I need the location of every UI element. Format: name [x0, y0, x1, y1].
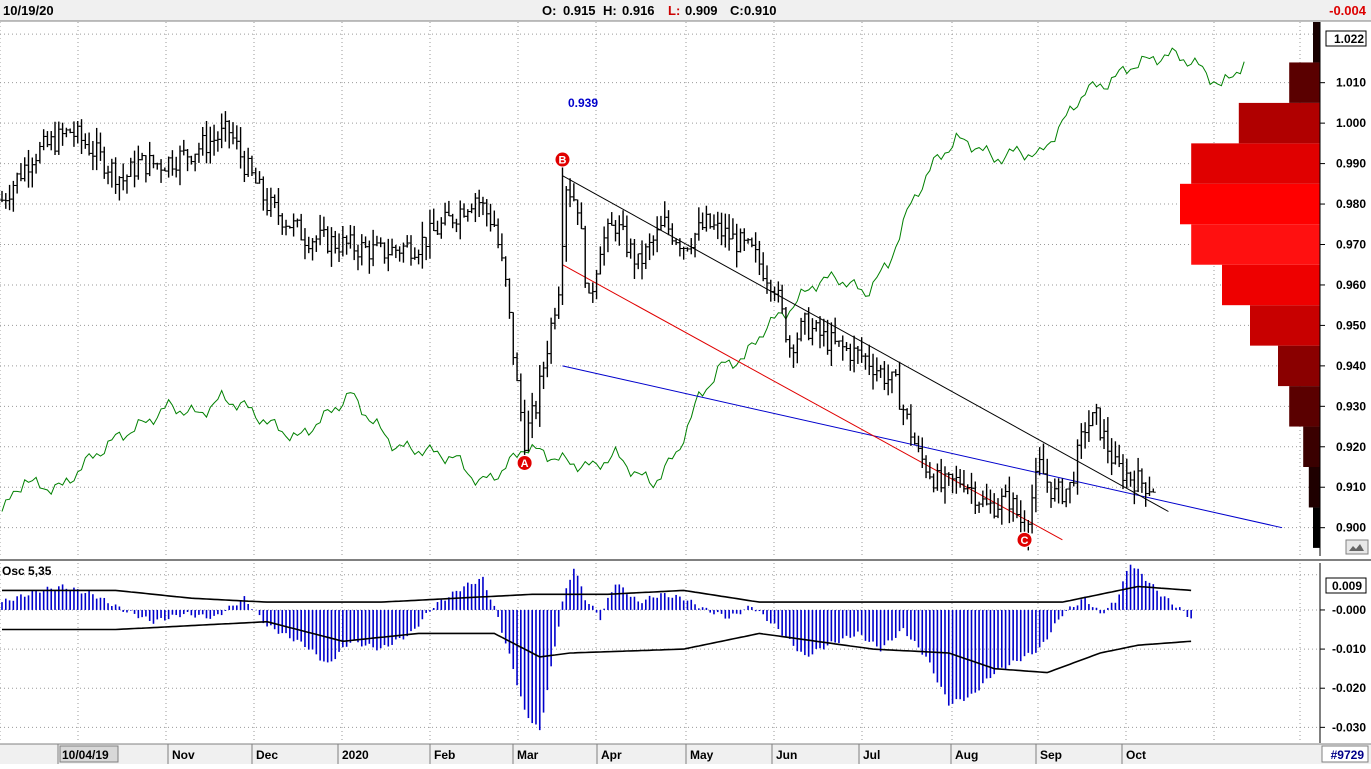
point-marker-label: A	[521, 458, 529, 470]
price-tick-label: 0.950	[1336, 318, 1366, 332]
volume-profile-bar	[1289, 386, 1320, 427]
price-bars	[0, 111, 1156, 551]
price-tick-label: 0.970	[1336, 238, 1366, 252]
green-line-group	[1, 47, 1245, 512]
volume-profile-bar	[1180, 183, 1320, 225]
oscillator-lines	[2, 585, 1192, 674]
volume-profile-bar	[1313, 507, 1320, 548]
low-value: 0.909	[685, 3, 718, 18]
close-value: 0.910	[744, 3, 777, 18]
time-axis-label: Oct	[1126, 748, 1146, 762]
oscillator-histogram	[1, 564, 1192, 731]
price-tick-label: 0.960	[1336, 278, 1366, 292]
point-marker-label: C	[1021, 535, 1029, 547]
close-label: C:	[730, 3, 744, 18]
volume-profile-bar	[1278, 345, 1320, 387]
price-pane	[0, 22, 1320, 556]
time-axis-label: 2020	[342, 748, 369, 762]
osc-tick-label: -0.010	[1332, 642, 1366, 656]
symbol-code-box	[1321, 745, 1369, 763]
time-axis-label: Dec	[256, 748, 278, 762]
volume-profile	[1180, 22, 1320, 548]
point-marker-a: A	[516, 454, 533, 471]
osc-tick-label: -0.030	[1332, 720, 1366, 734]
price-tick-label: 0.930	[1336, 399, 1366, 413]
volume-profile-bar	[1191, 143, 1320, 184]
channel-line-black	[562, 175, 1169, 512]
osc-signal-line	[2, 585, 1192, 603]
header-bar	[0, 0, 1371, 21]
volume-profile-bar	[1191, 224, 1320, 265]
price-bar	[1150, 488, 1156, 493]
osc-tick-label: -0.020	[1332, 681, 1366, 695]
current-date-box	[59, 745, 119, 763]
time-axis-label: Apr	[601, 748, 622, 762]
time-axis-label: Jul	[863, 748, 880, 762]
time-axis-label: 10/04/19	[62, 748, 109, 762]
scroll-icon[interactable]	[1345, 539, 1369, 555]
osc-lower-line	[2, 620, 1192, 674]
oscillator-current-box	[1325, 577, 1367, 594]
volume-profile-bar	[1308, 467, 1320, 508]
price-tick-label: 0.900	[1336, 521, 1366, 535]
last-price-label: 1.022	[1334, 32, 1364, 46]
time-axis-label: Nov	[172, 748, 195, 762]
open-value: 0.915	[563, 3, 596, 18]
oscillator-title: Osc 5,35	[2, 564, 52, 578]
point-marker-c: C	[1016, 531, 1033, 548]
point-marker-label: B	[559, 155, 567, 167]
volume-profile-bar	[1238, 102, 1320, 144]
change-value: -0.004	[1329, 3, 1367, 18]
price-axis[interactable]	[1320, 22, 1371, 556]
time-axis-label: Jun	[776, 748, 797, 762]
time-axis-labels: 10/04/19 Nov Dec 2020 Feb Mar Apr May Jun Jul Aug S…	[57, 744, 1146, 764]
volume-profile-bar	[1303, 426, 1320, 467]
price-tick-label: 1.000	[1336, 116, 1366, 130]
point-marker-b: B	[554, 151, 571, 168]
volume-profile-bar	[1313, 22, 1320, 63]
low-label: L:	[668, 3, 680, 18]
channel-value-label: 0.939	[568, 96, 598, 110]
high-value: 0.916	[622, 3, 655, 18]
symbol-code: #9729	[1331, 748, 1365, 762]
open-label: O:	[542, 3, 556, 18]
time-axis-label: Aug	[955, 748, 978, 762]
time-axis-label: May	[690, 748, 714, 762]
oscillator-current-value: 0.009	[1332, 579, 1362, 593]
price-tick-label: 0.920	[1336, 440, 1366, 454]
time-axis-label: Mar	[517, 748, 539, 762]
volume-profile-bar	[1289, 62, 1320, 103]
header-date: 10/19/20	[3, 3, 54, 18]
price-tick-label: 0.940	[1336, 359, 1366, 373]
high-label: H:	[603, 3, 617, 18]
volume-profile-bar	[1222, 264, 1320, 306]
time-axis-label: Feb	[434, 748, 455, 762]
price-tick-label: 0.980	[1336, 197, 1366, 211]
green-line	[1, 47, 1245, 512]
volume-profile-bar	[1250, 305, 1320, 346]
price-tick-label: 1.010	[1336, 76, 1366, 90]
time-axis-label: Sep	[1040, 748, 1062, 762]
price-tick-label: 0.910	[1336, 480, 1366, 494]
last-price-box	[1325, 30, 1367, 47]
osc-tick-label: -0.000	[1332, 603, 1366, 617]
price-axis-ticks: 1.010 1.000 0.990 0.980 0.970 0.960 0.950 0.940…	[1320, 76, 1366, 535]
point-markers: A B C	[516, 151, 1033, 548]
price-tick-label: 0.990	[1336, 157, 1366, 171]
oscillator-axis-ticks: -0.000 -0.010 -0.020 -0.030	[1320, 603, 1366, 734]
channel-line-red	[562, 264, 1063, 541]
